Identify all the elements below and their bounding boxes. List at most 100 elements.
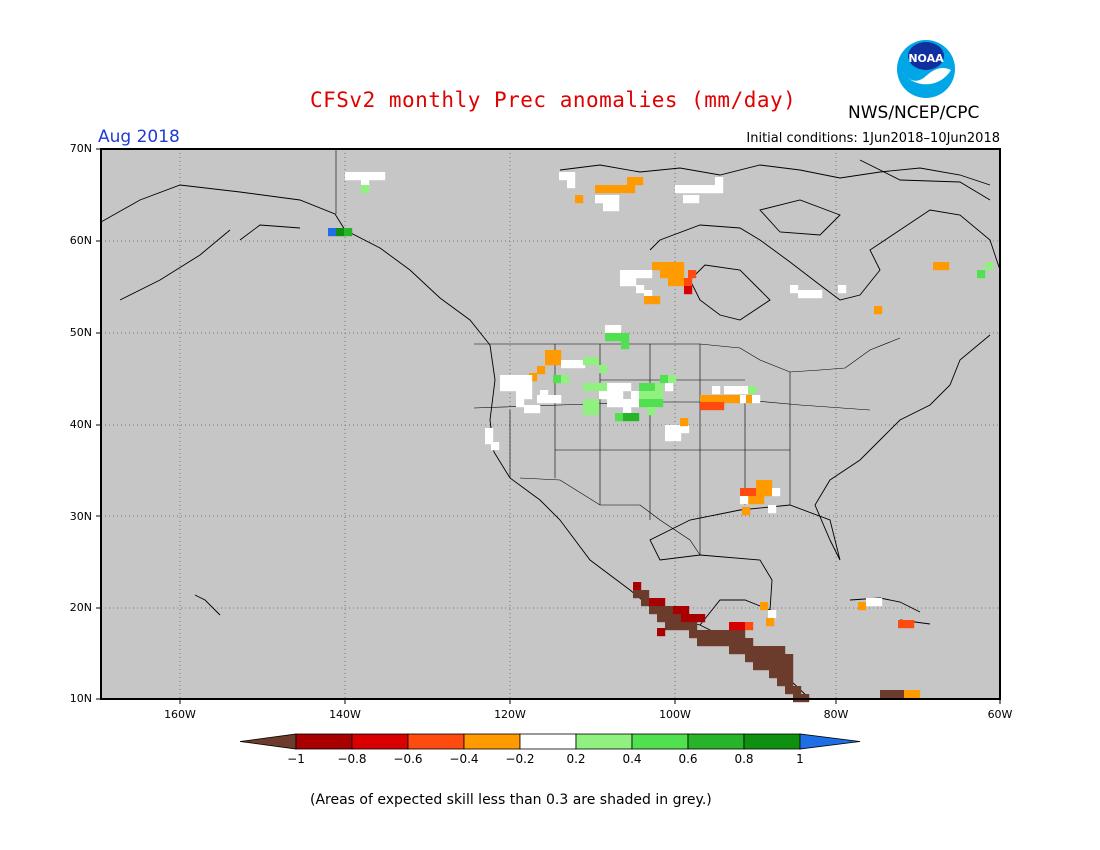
anomaly-cell xyxy=(740,488,749,497)
svg-text:NOAA: NOAA xyxy=(908,52,944,65)
anomaly-cell xyxy=(599,391,608,400)
coastline xyxy=(119,224,301,301)
anomaly-cell xyxy=(977,270,986,279)
anomaly-cell xyxy=(761,646,770,655)
anomaly-cell xyxy=(595,195,604,204)
anomaly-cell xyxy=(577,360,586,369)
anomaly-cell xyxy=(639,399,648,408)
anomaly-cell xyxy=(500,383,509,392)
anomaly-cell xyxy=(621,333,630,342)
anomaly-cell xyxy=(896,690,905,699)
anomaly-cell xyxy=(740,386,749,395)
anomaly-cell xyxy=(657,614,666,623)
anomaly-cell xyxy=(699,185,708,194)
anomaly-cell xyxy=(676,262,685,271)
anomaly-cell xyxy=(777,670,786,679)
anomaly-cell xyxy=(649,606,658,615)
anomaly-cell xyxy=(745,654,754,663)
anomaly-cell xyxy=(623,413,632,422)
anomaly-cell xyxy=(866,598,875,607)
anomaly-cell xyxy=(508,383,517,392)
anomaly-cell xyxy=(760,602,769,611)
anomaly-cell xyxy=(603,185,612,194)
anomaly-cell xyxy=(537,366,546,375)
agency-label: NWS/NCEP/CPC xyxy=(848,103,980,123)
anomaly-cell xyxy=(858,602,867,611)
anomaly-cell xyxy=(777,678,786,687)
anomaly-cell xyxy=(623,383,632,392)
anomaly-cell xyxy=(721,630,730,639)
anomaly-cell xyxy=(785,686,794,695)
anomaly-cell xyxy=(746,395,755,404)
anomaly-cell xyxy=(641,598,650,607)
chart-title: CFSv2 monthly Prec anomalies (mm/day) xyxy=(310,88,797,112)
anomaly-cell xyxy=(613,333,622,342)
anomaly-cell xyxy=(657,598,666,607)
anomaly-cell xyxy=(607,391,616,400)
anomaly-cell xyxy=(644,296,653,305)
anomaly-cell xyxy=(681,614,690,623)
anomaly-cell xyxy=(603,195,612,204)
colorbar-swatch xyxy=(407,733,465,750)
anomaly-cell xyxy=(652,262,661,271)
anomaly-cell xyxy=(673,433,682,442)
lat-label-30n: 30N xyxy=(69,510,92,523)
anomaly-cell xyxy=(676,270,685,279)
anomaly-cell xyxy=(649,598,658,607)
colorbar-tick-label: 0.6 xyxy=(678,752,697,766)
map-background xyxy=(101,149,1000,699)
anomaly-cell xyxy=(529,373,538,382)
anomaly-cell xyxy=(729,638,738,647)
anomaly-cell xyxy=(691,185,700,194)
anomaly-cell xyxy=(665,425,674,434)
colorbar-swatch xyxy=(295,733,353,750)
anomaly-cell xyxy=(537,395,546,404)
noaa-logo: NOAA xyxy=(895,38,957,100)
anomaly-cell xyxy=(660,375,669,384)
anomaly-cell xyxy=(561,375,570,384)
anomaly-cell xyxy=(753,646,762,655)
anomaly-cell xyxy=(898,620,907,629)
anomaly-cell xyxy=(591,357,600,366)
anomaly-cell xyxy=(772,488,781,497)
anomaly-cell xyxy=(691,195,700,204)
lat-label-50n: 50N xyxy=(69,326,92,339)
anomaly-cell xyxy=(713,630,722,639)
anomaly-cell xyxy=(737,622,746,631)
anomaly-cell xyxy=(620,278,629,287)
anomaly-cell xyxy=(683,185,692,194)
anomaly-cell xyxy=(785,678,794,687)
anomaly-cell xyxy=(814,290,823,299)
anomaly-cell xyxy=(545,395,554,404)
anomaly-cell xyxy=(599,383,608,392)
anomaly-cell xyxy=(516,399,525,408)
anomaly-cell xyxy=(591,407,600,416)
anomaly-cell xyxy=(644,290,653,299)
anomaly-cell xyxy=(619,185,628,194)
colorbar-tick-label: −0.2 xyxy=(505,752,534,766)
anomaly-cell xyxy=(688,270,697,279)
anomaly-cell xyxy=(553,395,562,404)
anomaly-cell xyxy=(491,442,500,451)
colorbar-swatch xyxy=(575,733,633,750)
anomaly-cell xyxy=(361,172,370,181)
anomaly-cell xyxy=(745,646,754,655)
coastline xyxy=(649,334,991,626)
colorbar-tick-label: 0.4 xyxy=(622,752,641,766)
anomaly-cell xyxy=(595,185,604,194)
anomaly-cell xyxy=(639,383,648,392)
anomaly-cell xyxy=(768,610,777,619)
anomaly-cell xyxy=(785,670,794,679)
anomaly-cell xyxy=(657,628,666,637)
anomaly-cell xyxy=(748,386,757,395)
anomaly-cell xyxy=(737,630,746,639)
anomaly-cell xyxy=(764,488,773,497)
anomaly-cell xyxy=(684,278,693,287)
anomaly-cell xyxy=(689,614,698,623)
anomaly-cell xyxy=(689,622,698,631)
anomaly-cell xyxy=(721,638,730,647)
anomaly-cell xyxy=(524,375,533,384)
anomaly-cell xyxy=(761,662,770,671)
colorbar-right-arrow xyxy=(799,733,861,750)
